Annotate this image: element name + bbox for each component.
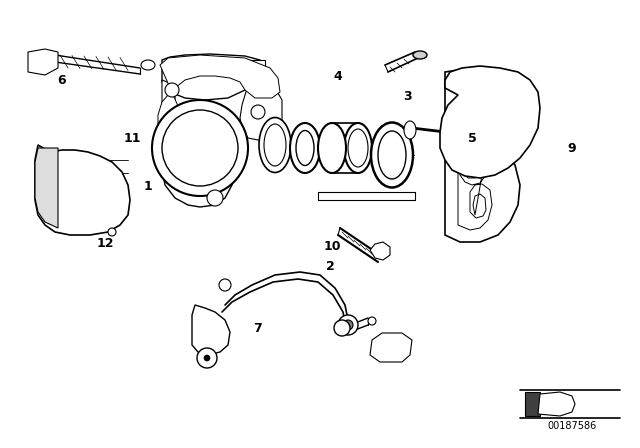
Ellipse shape xyxy=(264,124,286,166)
Circle shape xyxy=(162,110,238,186)
Text: 1: 1 xyxy=(143,180,152,193)
Circle shape xyxy=(251,105,265,119)
Circle shape xyxy=(152,100,248,196)
Circle shape xyxy=(197,348,217,368)
Polygon shape xyxy=(162,80,175,175)
Circle shape xyxy=(338,315,358,335)
Ellipse shape xyxy=(413,51,427,59)
Polygon shape xyxy=(192,305,230,355)
Circle shape xyxy=(343,320,353,330)
Polygon shape xyxy=(158,55,280,190)
Polygon shape xyxy=(35,145,130,235)
Ellipse shape xyxy=(371,122,413,188)
Polygon shape xyxy=(538,392,575,416)
Polygon shape xyxy=(448,70,490,232)
Ellipse shape xyxy=(404,121,416,139)
Text: 3: 3 xyxy=(404,90,412,103)
Circle shape xyxy=(219,279,231,291)
Text: 6: 6 xyxy=(58,73,67,86)
Polygon shape xyxy=(370,242,390,260)
Circle shape xyxy=(368,317,376,325)
Ellipse shape xyxy=(344,123,372,173)
Ellipse shape xyxy=(296,130,314,165)
Polygon shape xyxy=(35,148,58,228)
Circle shape xyxy=(165,83,179,97)
Polygon shape xyxy=(162,54,265,100)
Ellipse shape xyxy=(378,131,406,179)
Polygon shape xyxy=(240,82,282,140)
Ellipse shape xyxy=(259,117,291,172)
Text: 4: 4 xyxy=(333,69,342,82)
Circle shape xyxy=(207,190,223,206)
Polygon shape xyxy=(458,78,492,230)
Text: 00187586: 00187586 xyxy=(547,421,596,431)
Text: 7: 7 xyxy=(253,322,262,335)
Polygon shape xyxy=(180,60,265,70)
Ellipse shape xyxy=(141,60,155,70)
Text: 2: 2 xyxy=(326,259,334,272)
Polygon shape xyxy=(28,49,58,75)
Text: 10: 10 xyxy=(323,240,340,253)
Circle shape xyxy=(204,355,210,361)
Polygon shape xyxy=(525,392,540,416)
Ellipse shape xyxy=(348,129,368,167)
Text: 13: 13 xyxy=(389,336,406,349)
Polygon shape xyxy=(162,156,235,207)
Ellipse shape xyxy=(318,123,346,173)
Text: 11: 11 xyxy=(124,132,141,145)
Polygon shape xyxy=(445,68,520,242)
Polygon shape xyxy=(370,333,412,362)
Text: 8: 8 xyxy=(211,322,220,335)
Text: 5: 5 xyxy=(468,132,476,145)
Circle shape xyxy=(108,228,116,236)
Polygon shape xyxy=(440,66,540,178)
Text: 12: 12 xyxy=(96,237,114,250)
Circle shape xyxy=(334,320,350,336)
Text: 9: 9 xyxy=(568,142,576,155)
Ellipse shape xyxy=(290,123,320,173)
